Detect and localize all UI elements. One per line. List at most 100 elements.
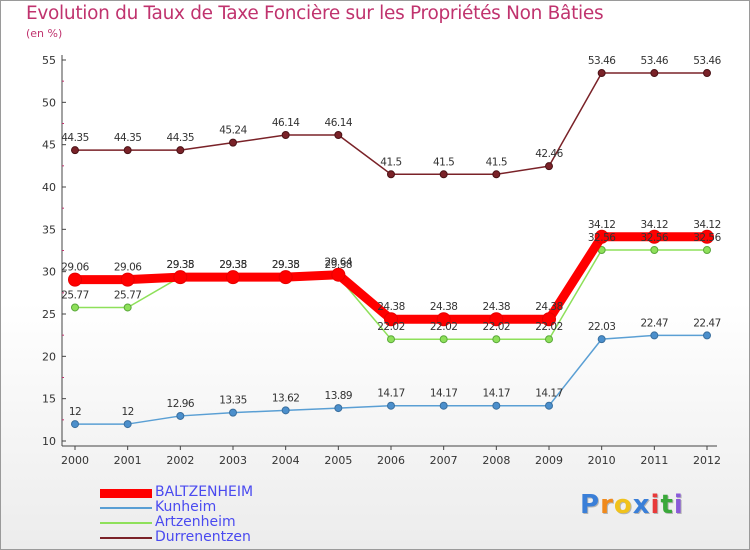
- x-tick-label: 2006: [377, 454, 405, 467]
- point-durrenentzen: [281, 131, 290, 140]
- y-tick-label: 30: [42, 266, 56, 279]
- point-baltzenheim: [489, 312, 504, 327]
- data-label-artzenheim: 22.02: [535, 321, 563, 333]
- point-baltzenheim: [68, 272, 82, 287]
- y-tick-label: 55: [42, 54, 56, 67]
- logo-letter: i: [650, 490, 661, 520]
- point-durrenentzen: [650, 69, 659, 78]
- point-durrenentzen: [545, 162, 553, 171]
- point-baltzenheim: [226, 270, 240, 285]
- data-label-durrenentzen: 53.46: [641, 55, 669, 67]
- data-label-artzenheim: 29.38: [325, 259, 353, 271]
- point-kunheim: [123, 420, 132, 429]
- point-baltzenheim: [384, 312, 398, 327]
- data-label-durrenentzen: 44.35: [61, 132, 89, 144]
- point-kunheim: [492, 401, 501, 410]
- point-artzenheim: [650, 245, 659, 254]
- x-tick-label: 2001: [114, 454, 142, 467]
- point-durrenentzen: [229, 138, 237, 147]
- data-label-artzenheim: 22.02: [483, 321, 511, 333]
- data-label-kunheim: 14.17: [535, 388, 563, 400]
- point-durrenentzen: [387, 170, 395, 179]
- x-tick-label: 2007: [430, 454, 458, 467]
- data-label-kunheim: 13.35: [219, 395, 247, 407]
- data-label-kunheim: 14.17: [430, 388, 458, 400]
- point-baltzenheim: [173, 270, 188, 285]
- x-tick-label: 2004: [272, 454, 300, 467]
- data-label-durrenentzen: 53.46: [588, 55, 616, 67]
- data-label-kunheim: 14.17: [483, 388, 511, 400]
- point-baltzenheim: [594, 229, 609, 244]
- legend-swatch: [100, 507, 152, 509]
- data-label-artzenheim: 29.38: [272, 259, 300, 271]
- x-tick-label: 2003: [219, 454, 247, 467]
- data-label-durrenentzen: 42.46: [535, 148, 563, 160]
- data-label-baltzenheim: 29.06: [61, 262, 89, 274]
- data-label-kunheim: 13.62: [272, 392, 300, 404]
- point-kunheim: [545, 401, 553, 410]
- point-baltzenheim: [120, 272, 135, 287]
- series-line-kunheim: [75, 334, 707, 425]
- axes: 10 15 20 25 30 35 40 45 50 55 2000 2001 2002 2003 2004…: [42, 54, 721, 467]
- point-baltzenheim: [542, 312, 556, 327]
- data-label-baltzenheim: 29.35: [272, 259, 300, 271]
- data-label-durrenentzen: 46.14: [272, 117, 300, 129]
- data-label-artzenheim: 22.02: [377, 321, 405, 333]
- data-label-durrenentzen: 44.35: [114, 132, 142, 144]
- point-artzenheim: [387, 335, 395, 344]
- point-kunheim: [650, 331, 659, 340]
- point-baltzenheim: [331, 267, 346, 282]
- point-durrenentzen: [176, 146, 185, 155]
- data-label-artzenheim: 32.56: [693, 232, 721, 244]
- point-durrenentzen: [439, 170, 448, 179]
- series-layer: [68, 69, 714, 429]
- data-label-kunheim: 13.89: [325, 390, 353, 402]
- data-label-artzenheim: 32.56: [641, 232, 669, 244]
- point-kunheim: [176, 411, 185, 420]
- point-durrenentzen: [703, 69, 711, 78]
- proxiti-logo: Proxiti: [580, 490, 684, 520]
- legend-label: Kunheim: [155, 499, 217, 515]
- logo-letter: o: [613, 490, 633, 520]
- x-tick-label: 2011: [640, 454, 668, 467]
- legend-label: Artzenheim: [155, 514, 236, 530]
- data-label-kunheim: 22.47: [693, 317, 721, 329]
- legend-label: BALTZENHEIM: [155, 484, 254, 500]
- data-label-baltzenheim: 29.06: [114, 262, 142, 274]
- chart-title: Evolution du Taux de Taxe Foncière sur l…: [26, 3, 604, 24]
- x-tick-label: 2000: [61, 454, 89, 467]
- logo-letter: t: [660, 490, 674, 520]
- point-kunheim: [439, 401, 448, 410]
- point-artzenheim: [545, 335, 553, 344]
- data-label-artzenheim: 25.77: [114, 289, 142, 301]
- point-baltzenheim: [700, 229, 714, 244]
- x-tick-label: 2002: [166, 454, 194, 467]
- x-tick-label: 2010: [588, 454, 616, 467]
- data-label-kunheim: 12: [69, 406, 81, 418]
- data-label-kunheim: 22.03: [588, 321, 616, 333]
- data-label-baltzenheim: 34.12: [641, 219, 669, 231]
- data-label-baltzenheim: 24.38: [377, 301, 405, 313]
- y-tick-label: 25: [42, 308, 56, 321]
- y-tick-label: 35: [42, 223, 56, 236]
- x-tick-label: 2005: [324, 454, 352, 467]
- y-tick-label: 40: [42, 181, 56, 194]
- point-kunheim: [334, 404, 343, 413]
- point-kunheim: [71, 420, 79, 429]
- data-label-kunheim: 12.96: [167, 398, 195, 410]
- data-label-artzenheim: 32.56: [588, 232, 616, 244]
- data-labels-layer: 29.06 29.06 29.35 29.35 29.35 29.64 24.38 24.38…: [61, 55, 722, 418]
- y-tick-label: 20: [42, 350, 56, 363]
- data-label-baltzenheim: 34.12: [588, 219, 616, 231]
- data-label-kunheim: 14.17: [377, 388, 405, 400]
- y-tick-label: 15: [42, 393, 56, 406]
- point-durrenentzen: [123, 146, 132, 155]
- data-label-baltzenheim: 24.38: [483, 301, 511, 313]
- point-durrenentzen: [334, 131, 343, 140]
- data-label-baltzenheim: 29.35: [167, 259, 195, 271]
- data-label-durrenentzen: 41.5: [380, 156, 401, 168]
- point-kunheim: [281, 406, 290, 415]
- point-kunheim: [703, 331, 711, 340]
- point-durrenentzen: [71, 146, 79, 155]
